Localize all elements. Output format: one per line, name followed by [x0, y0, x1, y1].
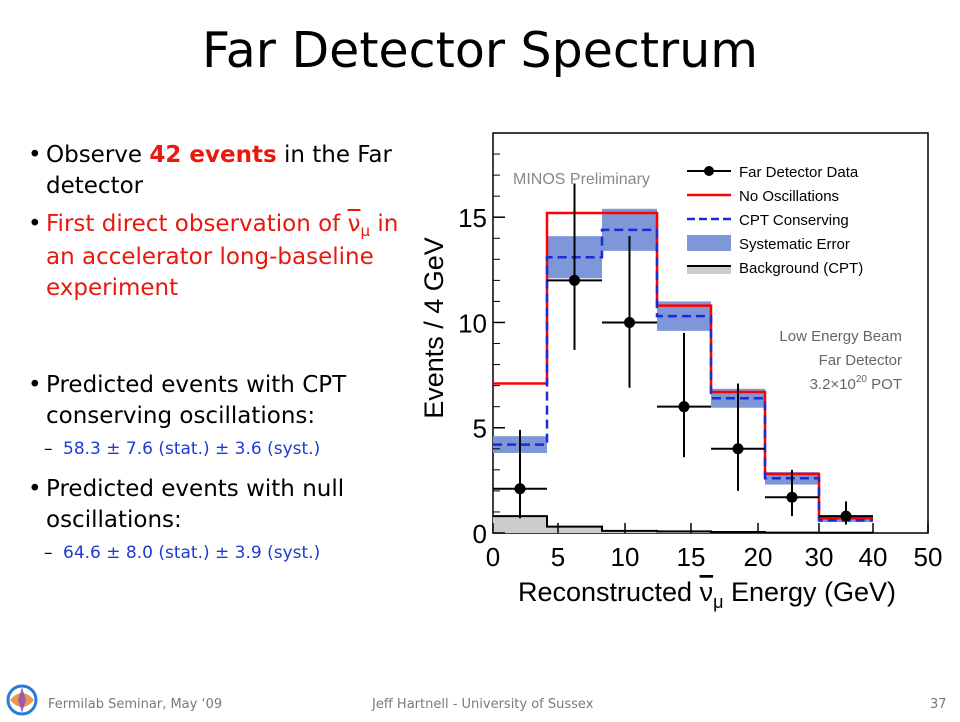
annotation-beam: Low Energy Beam — [779, 328, 902, 345]
x-tick-label: 10 — [611, 542, 640, 572]
bullet-cpt-prediction: • Predicted events with CPT conserving o… — [28, 370, 408, 432]
bullet-dot-icon: • — [28, 474, 42, 505]
annotation-detector: Far Detector — [819, 352, 902, 369]
data-point — [515, 483, 526, 494]
x-tick-label: 40 — [859, 542, 888, 572]
watermark-text: MINOS Preliminary — [513, 171, 650, 188]
data-point — [569, 275, 580, 286]
data-point — [679, 401, 690, 412]
data-point — [624, 317, 635, 328]
annotation-pot: 3.2×1020 POT — [810, 374, 902, 393]
legend-label-bkg: Background (CPT) — [739, 260, 863, 277]
data-point — [787, 492, 798, 503]
legend-bkg-swatch — [687, 266, 731, 274]
logo-icon — [4, 682, 40, 722]
data-point — [733, 443, 744, 454]
event-count-highlight: 42 events — [149, 142, 276, 168]
bullet-list: • Observe 42 events in the Far detector … — [28, 140, 408, 566]
bullet-dot-icon: • — [28, 140, 42, 171]
legend-syst-swatch — [687, 235, 731, 251]
x-tick-label: 0 — [486, 542, 500, 572]
bullet-dot-icon: • — [28, 370, 42, 401]
footer-author: Jeff Hartnell - University of Sussex — [372, 697, 593, 712]
legend: Far Detector Data No Oscillations CPT Co… — [687, 164, 863, 277]
x-tick-label: 20 — [744, 542, 773, 572]
bullet-dot-icon: • — [28, 209, 42, 240]
bullet-observe: • Observe 42 events in the Far detector — [28, 140, 408, 202]
y-tick-label: 5 — [473, 414, 487, 444]
footer-event: Fermilab Seminar, May ‘09 — [48, 697, 222, 712]
bullet-first-observation: • First direct observation of νμ in an a… — [28, 209, 408, 304]
legend-label-syst: Systematic Error — [739, 236, 850, 253]
y-tick-label: 15 — [458, 203, 487, 233]
legend-data-marker — [704, 166, 714, 176]
y-tick-label: 10 — [458, 308, 487, 338]
sub-bullet-cpt-value: –58.3 ± 7.6 (stat.) ± 3.6 (syst.) — [28, 436, 408, 462]
legend-label-no-osc: No Oscillations — [739, 188, 839, 205]
legend-label-data: Far Detector Data — [739, 164, 859, 181]
x-tick-label: 50 — [914, 542, 943, 572]
slide-title: Far Detector Spectrum — [0, 22, 960, 79]
x-axis-title: Reconstructed νμ Energy (GeV) — [518, 577, 896, 612]
bullet-null-prediction: • Predicted events with null oscillation… — [28, 474, 408, 536]
x-tick-label: 30 — [805, 542, 834, 572]
data-point — [841, 511, 852, 522]
y-axis-title: Events / 4 GeV — [419, 237, 449, 419]
footer-page-number: 37 — [930, 697, 947, 712]
x-tick-label: 5 — [551, 542, 565, 572]
background-fill-bin — [493, 516, 547, 533]
antineutrino-symbol: ν — [348, 211, 361, 237]
legend-label-cpt: CPT Conserving — [739, 212, 849, 229]
sub-bullet-null-value: –64.6 ± 8.0 (stat.) ± 3.9 (syst.) — [28, 540, 408, 566]
x-tick-label: 15 — [677, 542, 706, 572]
